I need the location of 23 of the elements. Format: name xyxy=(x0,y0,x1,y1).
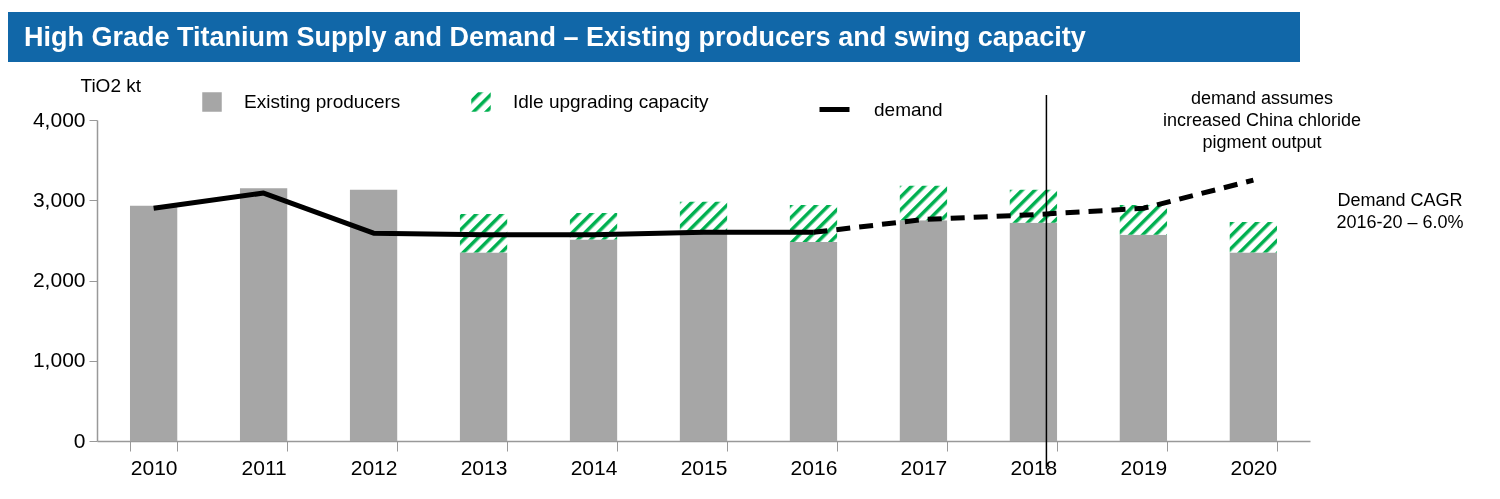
x-tick-label: 2016 xyxy=(790,455,838,479)
x-tick-label: 2011 xyxy=(241,455,287,479)
y-tick-label: 0 xyxy=(73,428,86,452)
y-tick-label: 4,000 xyxy=(32,107,86,131)
y-tick-label: 2,000 xyxy=(32,268,86,291)
x-tick-label: 2014 xyxy=(570,455,618,479)
x-tick-label: 2018 xyxy=(1010,455,1058,479)
legend-label: demand xyxy=(874,98,943,120)
chart-title: High Grade Titanium Supply and Demand – Existing producers and swing capacity xyxy=(8,12,1300,62)
x-tick-label: 2015 xyxy=(680,455,728,479)
y-axis-title: TiO2 kt xyxy=(80,74,142,96)
legend-label: Idle upgrading capacity xyxy=(513,91,709,112)
x-tick-label: 2020 xyxy=(1230,455,1278,479)
x-tick-label: 2019 xyxy=(1120,455,1168,479)
x-tick-label: 2013 xyxy=(460,455,508,479)
x-tick-label: 2010 xyxy=(130,455,178,479)
y-tick-label: 3,000 xyxy=(32,187,86,211)
x-tick-label: 2012 xyxy=(350,455,398,479)
legend-label: Existing producers xyxy=(244,91,401,112)
y-tick-label: 1,000 xyxy=(32,348,86,372)
x-tick-label: 2017 xyxy=(900,455,948,479)
annotation: demand assumes increased China chloride pigment output xyxy=(1162,88,1362,152)
text: Demand CAGR 2016-20 – 6.0% xyxy=(1336,190,1464,232)
